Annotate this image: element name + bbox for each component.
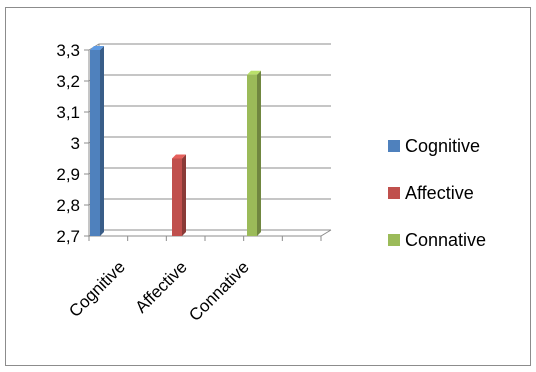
legend-label: Cognitive <box>405 136 480 156</box>
bar-top <box>247 70 261 75</box>
y-tick-label: 2,9 <box>56 165 80 184</box>
legend: Cognitive Affective Connative <box>388 136 486 250</box>
bar-side <box>257 70 261 236</box>
gridline <box>88 136 331 144</box>
y-tick-label: 2,7 <box>56 227 80 246</box>
bar-connative <box>247 74 257 236</box>
gridlines <box>84 43 331 241</box>
legend-swatch <box>388 187 400 199</box>
bar-cognitive <box>90 50 100 236</box>
gridline <box>88 167 331 175</box>
legend-swatch <box>388 140 400 152</box>
bar-top <box>172 154 186 159</box>
bar-side <box>100 46 104 236</box>
gridline <box>88 43 331 51</box>
bar-side <box>182 154 186 236</box>
x-tick-label: Connative <box>185 257 253 325</box>
y-tick-label: 3,2 <box>56 72 80 91</box>
bars <box>90 46 261 236</box>
y-tick-label: 2,8 <box>56 196 80 215</box>
x-tick-label: Cognitive <box>65 257 129 321</box>
legend-swatch <box>388 234 400 246</box>
bar-affective <box>172 158 182 236</box>
y-tick-label: 3 <box>71 134 80 153</box>
gridline <box>88 198 331 206</box>
bar-top <box>90 46 104 50</box>
y-tick-label: 3,1 <box>56 103 80 122</box>
chart-walls <box>88 44 332 237</box>
gridline <box>88 74 331 82</box>
y-axis-tick-labels: 2,7 2,8 2,9 3 3,1 3,2 3,3 <box>56 41 80 246</box>
legend-label: Affective <box>405 183 474 203</box>
floor-edge <box>89 229 332 237</box>
legend-label: Connative <box>405 230 486 250</box>
y-tick-label: 3,3 <box>56 41 80 60</box>
gridline <box>88 229 331 237</box>
x-tick-label: Affective <box>132 257 191 316</box>
gridline <box>88 105 331 113</box>
